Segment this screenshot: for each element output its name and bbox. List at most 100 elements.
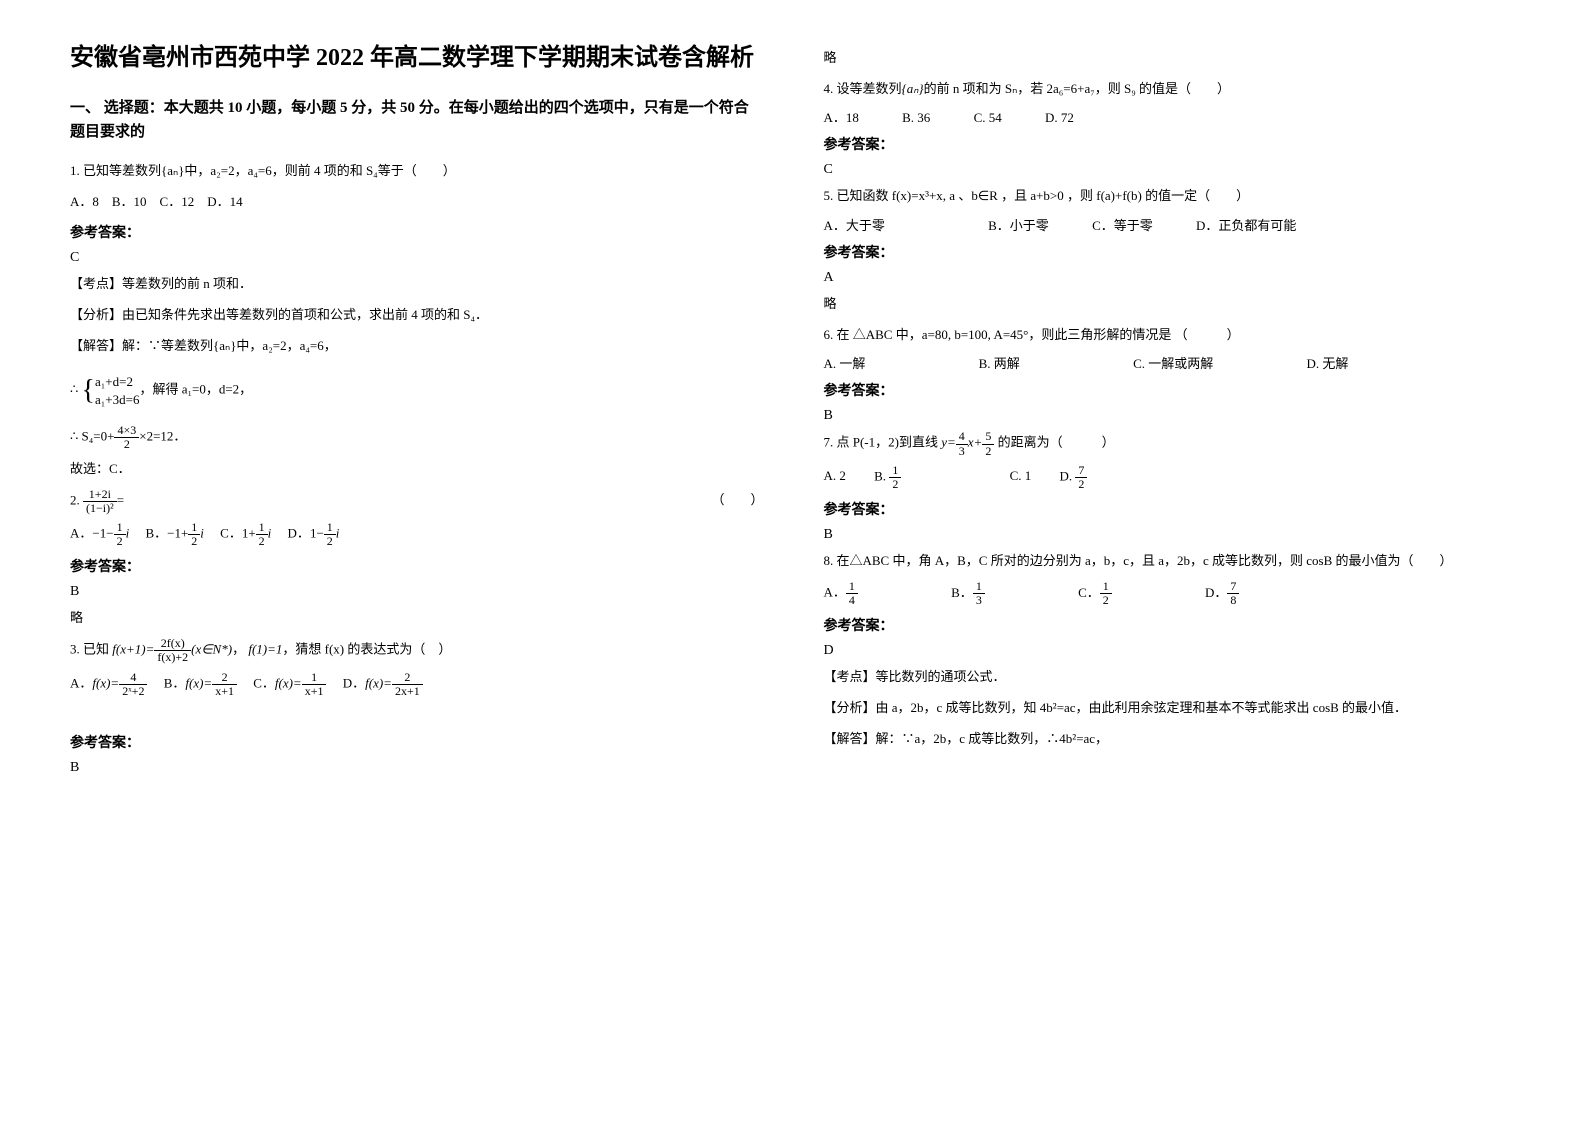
q2-answer-label: 参考答案：	[70, 556, 764, 576]
q3-options: A．f(x)=42ˣ+2 B．f(x)=2x+1 C．f(x)=1x+1 D．f…	[70, 671, 764, 698]
q7-optB-frac: 12	[889, 464, 941, 491]
q2-optB-frac: 12	[188, 521, 200, 548]
q8-optA-frac: 14	[846, 580, 898, 607]
q7-optD-frac: 72	[1075, 464, 1127, 491]
page-container: 安徽省亳州市西苑中学 2022 年高二数学理下学期期末试卷含解析 一、 选择题：…	[0, 0, 1587, 1122]
q8-jieda: 【解答】解：∵a，2b，c 成等比数列，∴4b²=ac，	[824, 727, 1518, 752]
q2-optD-pre: D．	[275, 526, 310, 541]
q3-f-frac: 2f(x)f(x)+2	[154, 637, 191, 664]
q7-options: A. 2 B. 12 C. 1 D. 72	[824, 464, 1518, 491]
q8-optD-pre: D．	[1205, 585, 1227, 600]
q6-optB: B. 两解	[979, 356, 1020, 371]
s4-frac: 4×32	[114, 424, 139, 451]
left-column: 安徽省亳州市西苑中学 2022 年高二数学理下学期期末试卷含解析 一、 选择题：…	[50, 40, 794, 1082]
right-column: 略 4. 设等差数列{aₙ}的前 n 项和为 Sₙ，若 2a₆=6+a₇，则 S…	[794, 40, 1538, 1082]
q3-sep: ，	[232, 642, 248, 657]
q3-optC-frac: 1x+1	[302, 671, 327, 698]
q7-optB-pre: B.	[874, 468, 889, 483]
q7-answer-label: 参考答案：	[824, 499, 1518, 519]
q4-optB: B. 36	[902, 110, 930, 125]
q8-options: A．14 B．13 C．12 D．78	[824, 580, 1518, 607]
q2-num: 1+2i	[83, 488, 117, 502]
section-1-heading: 一、 选择题：本大题共 10 小题，每小题 5 分，共 50 分。在每小题给出的…	[70, 96, 764, 144]
q7-frac1: 43	[956, 430, 968, 457]
q3-optA-frac: 42ˣ+2	[119, 671, 147, 698]
q8-optC-frac: 12	[1100, 580, 1152, 607]
q3-optC-pre: C．	[240, 675, 275, 690]
q4-answer: C	[824, 162, 1518, 178]
q2-optC: 1+	[242, 526, 256, 541]
q1-answer: C	[70, 250, 764, 266]
q2-options: A．−1−12i B．−1+12i C．1+12i D．1−12i	[70, 521, 764, 548]
q3-f1: f(1)=1	[248, 642, 282, 657]
q5-optC: C．等于零	[1092, 218, 1153, 233]
q8-answer: D	[824, 643, 1518, 659]
q8-stem: 8. 在△ABC 中，角 A，B，C 所对的边分别为 a，b，c，且 a，2b，…	[824, 549, 1518, 574]
q2-optB: −1+	[167, 526, 188, 541]
q6-options: A. 一解 B. 两解 C. 一解或两解 D. 无解	[824, 353, 1518, 372]
q3-f-left: f(x+1)=	[112, 642, 154, 657]
right-lue: 略	[824, 46, 1518, 71]
q3-answer: B	[70, 760, 764, 776]
s4-num: 4×3	[114, 424, 139, 438]
q2-optC-frac: 12	[256, 521, 268, 548]
s4-left: ∴ S₄=0+	[70, 428, 114, 443]
q6-optA: A. 一解	[824, 356, 866, 371]
q7-stem: 7. 点 P(-1，2)到直线 y=43x+52 的距离为（ ）	[824, 430, 1518, 457]
q2-optA-pre: A．	[70, 526, 92, 541]
q1-jieda-1: 【解答】解：∵等差数列{aₙ}中，a₂=2，a₄=6，	[70, 334, 764, 359]
q2-paren: （ ）	[711, 488, 763, 513]
q8-optB-frac: 13	[973, 580, 1025, 607]
q2-optD: 1−	[310, 526, 324, 541]
q3-optD-frac: 22x+1	[392, 671, 423, 698]
q3-guess: ，猜想 f(x) 的表达式为（ ）	[282, 642, 451, 657]
page-title: 安徽省亳州市西苑中学 2022 年高二数学理下学期期末试卷含解析	[70, 40, 764, 76]
q3-stem: 3. 已知 f(x+1)=2f(x)f(x)+2(x∈N*)， f(1)=1，猜…	[70, 637, 764, 664]
q2-optC-pre: C．	[207, 526, 242, 541]
q4-answer-label: 参考答案：	[824, 134, 1518, 154]
q5-optD: D．正负都有可能	[1196, 218, 1296, 233]
q8-optA-pre: A．	[824, 585, 846, 600]
q1-answer-label: 参考答案：	[70, 222, 764, 242]
q5-optB: B．小于零	[988, 218, 1049, 233]
q7-frac2: 52	[982, 430, 994, 457]
q2-optA-frac: 12	[114, 521, 126, 548]
q2-optA: −1−	[92, 526, 113, 541]
q4-optD: D. 72	[1045, 110, 1074, 125]
q3-pre: 3. 已知	[70, 642, 112, 657]
q8-optC-pre: C．	[1078, 585, 1100, 600]
s4-den: 2	[114, 438, 139, 451]
q3-optB-frac: 2x+1	[212, 671, 237, 698]
brace-eq2: a₁+3d=6	[95, 392, 139, 407]
brace-content: a₁+d=2 a₁+3d=6	[95, 373, 139, 409]
q2-optB-pre: B．	[132, 526, 167, 541]
q8-kaodian: 【考点】等比数列的通项公式．	[824, 665, 1518, 690]
q5-stem: 5. 已知函数 f(x)=x³+x, a 、b∈R ，且 a+b>0 ，则 f(…	[824, 184, 1518, 209]
q5-lue: 略	[824, 292, 1518, 317]
q5-answer: A	[824, 270, 1518, 286]
q6-answer-label: 参考答案：	[824, 380, 1518, 400]
s4-right: ×2=12	[139, 428, 173, 443]
q3-optB-pre: B．	[151, 675, 186, 690]
q6-answer: B	[824, 408, 1518, 424]
q2-eq: =	[117, 492, 124, 507]
q8-fenxi: 【分析】由 a，2b，c 成等比数列，知 4b²=ac，由此利用余弦定理和基本不…	[824, 696, 1518, 721]
q8-optB-pre: B．	[951, 585, 973, 600]
q7-optA: A. 2	[824, 468, 846, 483]
q2-main-frac: 1+2i(1−i)²	[83, 488, 117, 515]
q1-kaodian: 【考点】等差数列的前 n 项和．	[70, 272, 764, 297]
q4-optC: C. 54	[974, 110, 1002, 125]
q3-cond: (x∈N*)	[191, 642, 232, 657]
q1-guxuan: 故选：C．	[70, 457, 764, 482]
q8-answer-label: 参考答案：	[824, 615, 1518, 635]
q3-optA-pre: A．	[70, 675, 92, 690]
q6-optD: D. 无解	[1306, 356, 1348, 371]
q2-answer: B	[70, 584, 764, 600]
left-brace-icon: {	[82, 364, 95, 417]
q1-fenxi: 【分析】由已知条件先求出等差数列的首项和公式，求出前 4 项的和 S₄．	[70, 303, 764, 328]
q7-optC: C. 1	[1010, 468, 1032, 483]
q1-brace-system: ∴ {a₁+d=2a₁+3d=6，解得 a₁=0，d=2，	[70, 364, 764, 417]
q4-options: A．18 B. 36 C. 54 D. 72	[824, 107, 1518, 126]
brace-eq1: a₁+d=2	[95, 374, 133, 389]
q5-optA: A．大于零	[824, 218, 885, 233]
